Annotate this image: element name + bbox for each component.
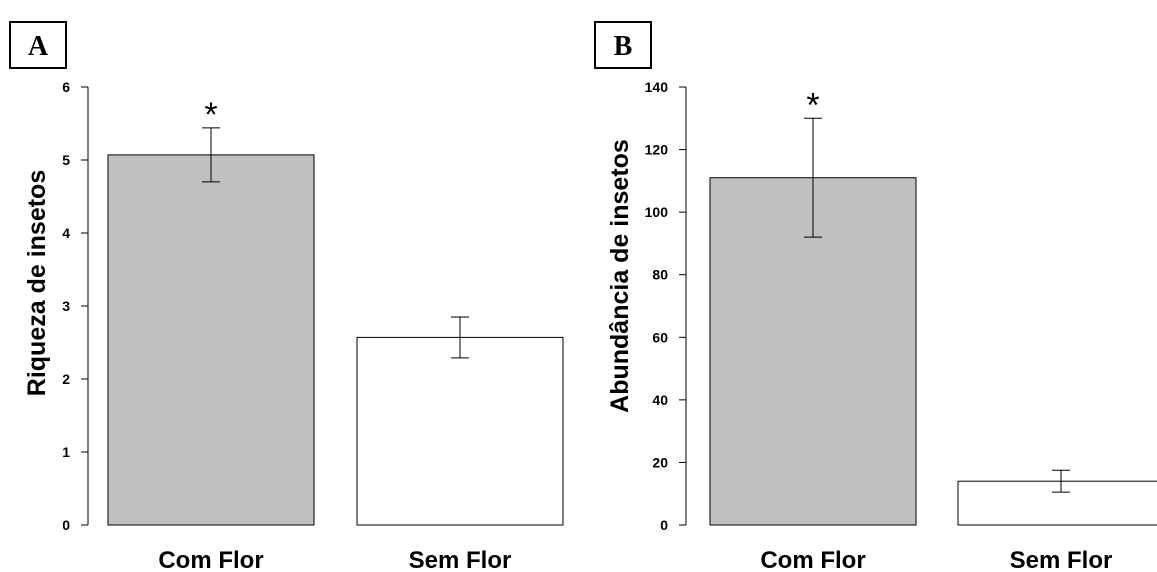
panel-label-box (594, 21, 652, 69)
chart-panel-a: A 0 1 2 3 4 5 6 Riqueza de insetos * Com Flor Sem F… (9, 21, 564, 572)
y-tick-label: 0 (62, 517, 70, 533)
significance-marker: * (806, 86, 819, 124)
significance-marker: * (204, 96, 217, 134)
y-tick-label: 20 (652, 454, 668, 470)
y-tick-label: 4 (62, 225, 70, 241)
y-tick-label: 120 (645, 142, 669, 158)
y-tick-label: 5 (62, 152, 70, 168)
y-axis-title: Abundância de insetos (606, 139, 634, 413)
panel-label: B (614, 31, 633, 62)
y-tick-label: 100 (645, 204, 669, 220)
category-label: Sem Flor (1010, 547, 1113, 572)
y-tick-label: 80 (652, 267, 668, 283)
chart-panel-b: B 0 20 40 60 80 100 120 140 Abundância de insetos… (594, 21, 1157, 572)
y-tick-label: 60 (652, 329, 668, 345)
bar-com-flor (107, 154, 315, 526)
y-tick-label: 6 (62, 79, 70, 95)
y-tick-label: 1 (62, 444, 70, 460)
error-bar (1052, 469, 1070, 493)
category-label: Com Flor (760, 547, 865, 572)
y-tick-label: 140 (645, 79, 669, 95)
panel-label: A (28, 31, 49, 62)
error-bar (202, 127, 220, 183)
bar-sem-flor (356, 336, 564, 526)
y-tick-label: 2 (62, 371, 70, 387)
y-tick-label: 3 (62, 298, 70, 314)
y-tick-label: 0 (660, 517, 668, 533)
category-label: Com Flor (158, 547, 263, 572)
y-axis-title: Riqueza de insetos (23, 170, 51, 396)
bar-sem-flor (957, 480, 1157, 526)
category-label: Sem Flor (409, 547, 512, 572)
error-bar (804, 117, 822, 238)
y-tick-label: 40 (652, 392, 668, 408)
error-bar (451, 316, 469, 359)
panel-label-box (9, 21, 67, 69)
